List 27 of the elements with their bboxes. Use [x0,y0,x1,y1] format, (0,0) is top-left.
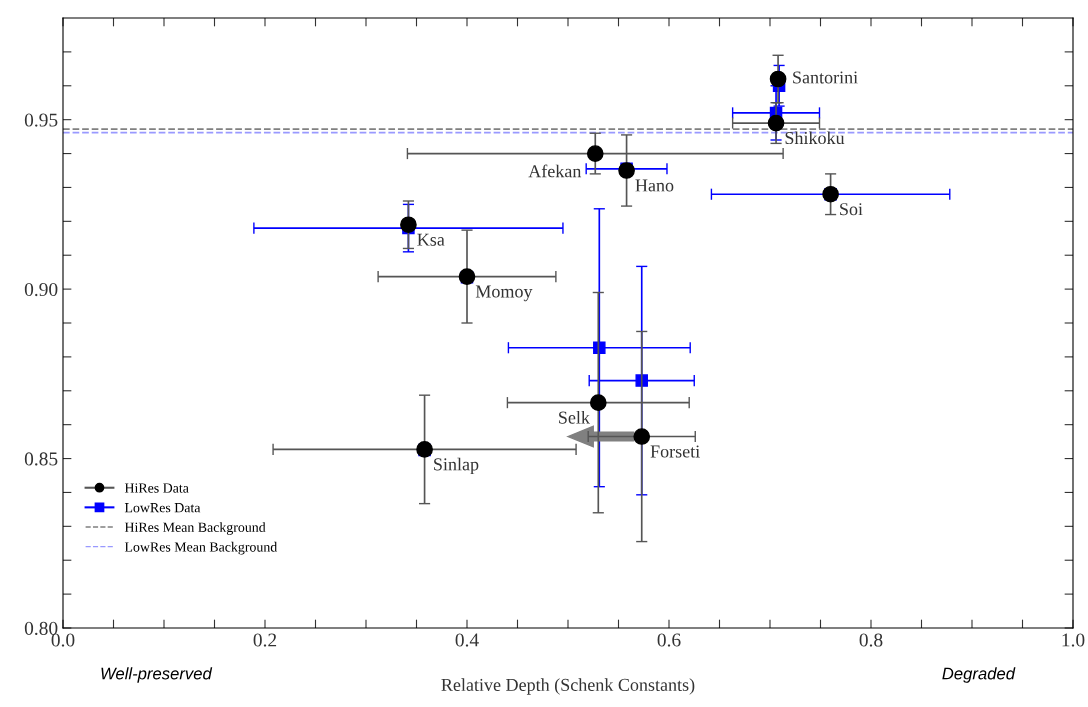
annotation: Sinlap [434,457,479,475]
text: Well-preserved [101,667,213,683]
legend-label: LowRes Mean Background [124,541,278,555]
annotation: Afekan [528,164,582,178]
y-tick-label: 0.80 [24,621,58,636]
x-tick-label: 0.6 [657,633,681,647]
x-tick-label: 0.4 [455,633,479,647]
x-tick-label: 0.2 [253,633,277,647]
legend-label: LowRes Data [124,503,201,513]
legend-label: HiRes Data [124,483,189,493]
x-tick-label: 1.0 [1062,633,1085,647]
x-tick-label: 0.8 [859,633,883,647]
annotation: Soi [840,203,863,216]
annotation: Momoy [475,285,533,302]
y-tick-label: 0.85 [24,452,58,466]
legend-label: HiRes Mean Background [124,522,266,535]
y-tick-label: 0.95 [24,113,58,127]
annotation: Selk [559,410,590,424]
annotation: Forseti [650,445,700,458]
y-tick-label: 0.90 [24,282,58,297]
x-axis-title: Relative Depth (Schenk Constants) [441,678,695,695]
text: Degraded [942,667,1016,683]
annotation: Santorini [793,71,858,84]
annotation: Shikoku [785,131,845,145]
annotation: Hano [635,179,674,192]
annotation: Ksa [417,233,445,246]
x-tick-label: 0.0 [51,633,75,647]
